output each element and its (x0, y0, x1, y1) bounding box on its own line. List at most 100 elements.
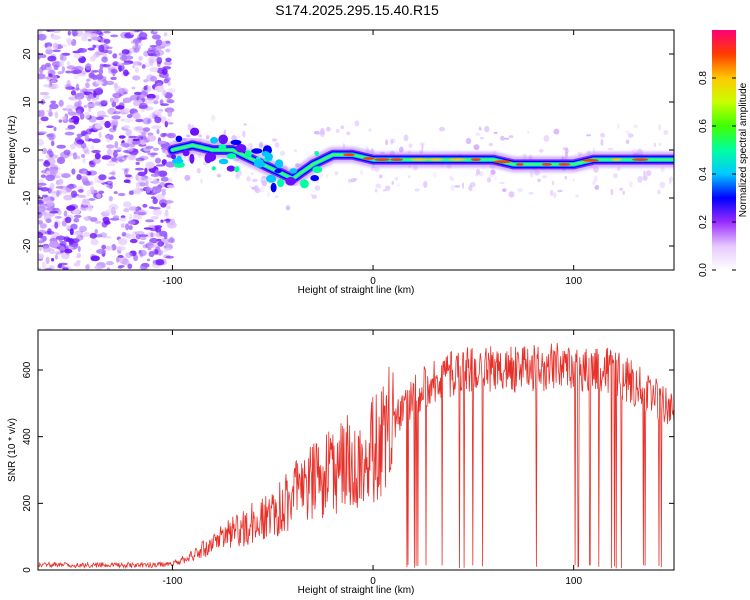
spectrogram-noise-blob (557, 189, 563, 193)
spectrogram-noise-blob (166, 205, 171, 210)
spectrogram-noise-blob (274, 142, 280, 148)
spectrogram-noise-blob (145, 145, 154, 149)
spectrogram-noise-blob (541, 175, 548, 179)
spectrogram-speckle (38, 30, 674, 270)
spectrogram-noise-blob (478, 171, 484, 177)
spectrogram-noise-blob (143, 79, 149, 83)
spectrogram-noise-blob (56, 209, 62, 215)
spectrogram-noise-blob (140, 236, 147, 241)
spectrogram-noise-blob (92, 70, 99, 73)
spectrogram-noise-blob (76, 133, 83, 138)
ridge-turbulent-blob (275, 159, 284, 169)
spectrogram-noise-blob (121, 231, 127, 237)
spectrogram-noise-blob (151, 125, 162, 130)
spectrogram-noise-blob (155, 157, 161, 164)
spectrogram-noise-blob (40, 174, 47, 178)
spectrogram-noise-blob (109, 97, 114, 103)
spectrogram-noise-blob (79, 225, 87, 233)
spectrogram-noise-blob (95, 80, 104, 85)
spectrogram-noise-blob (627, 133, 634, 138)
spectrogram-noise-blob (87, 38, 92, 42)
spectrogram-noise-blob (658, 142, 662, 146)
spectrogram-noise-blob (508, 135, 514, 138)
ridge-turbulent-blob (274, 168, 282, 174)
spectrogram-noise-blob (105, 246, 113, 251)
spectrogram-noise-blob (488, 142, 493, 147)
spectrogram-noise-blob (132, 138, 140, 142)
spectrogram-noise-blob (113, 82, 118, 89)
spectrogram-noise-blob (475, 173, 478, 177)
spectrogram-noise-blob (450, 185, 456, 191)
spectrogram-noise-blob (407, 175, 411, 178)
ridge-hot-core (582, 159, 599, 162)
snr-frame (37, 329, 675, 571)
spectrogram-noise-blob (132, 61, 142, 66)
ridge-turbulent-blob (190, 127, 200, 136)
spectrogram-noise-blob (145, 161, 155, 169)
spectrogram-noise-blob (101, 79, 108, 87)
spectrogram-y-tick-label: 10 (22, 96, 33, 108)
spectrogram-noise-blob (73, 118, 79, 125)
spectrogram-y-tick-label: -20 (22, 238, 33, 253)
spectrogram-noise-blob (154, 85, 165, 93)
spectrogram-noise-blob (40, 116, 49, 122)
spectrogram-noise-blob (38, 33, 47, 41)
ridge-hot-core (448, 158, 466, 162)
spectrogram-noise-blob (137, 182, 147, 187)
spectrogram-noise-blob (51, 74, 58, 81)
spectrogram-noise-blob (50, 140, 55, 147)
spectrogram-x-axis-label: Height of straight line (km) (298, 285, 415, 296)
spectrogram-noise-blob (120, 222, 127, 229)
spectrogram-noise-blob (150, 75, 158, 82)
spectrogram-noise-blob (48, 136, 55, 141)
spectrogram-noise-blob (74, 65, 84, 72)
spectrogram-noise-blob (43, 161, 51, 167)
spectrogram-noise-blob (60, 250, 65, 254)
spectrogram-noise-blob (243, 123, 247, 126)
spectrogram-noise-blob (78, 188, 84, 193)
spectrogram-noise-blob (165, 40, 171, 44)
spectrogram-noise-blob (132, 65, 136, 69)
spectrogram-noise-blob (129, 143, 136, 148)
spectrogram-noise-blob (66, 61, 71, 67)
spectrogram-noise-blob (85, 78, 91, 82)
spectrogram-noise-blob (53, 64, 59, 71)
spectrogram-noise-blob (165, 57, 172, 62)
spectrogram-noise-blob (166, 132, 176, 139)
spectrogram-noise-blob (54, 111, 59, 119)
spectrogram-noise-blob (246, 176, 251, 182)
spectrogram-noise-blob (69, 228, 74, 236)
spectrogram-noise-blob (123, 179, 131, 183)
spectrogram-noise-blob (586, 134, 592, 137)
spectrogram-noise-blob (553, 128, 560, 135)
spectrogram-noise-blob (105, 46, 113, 50)
spectrogram-noise-blob (50, 100, 57, 104)
spectrogram-noise-blob (163, 61, 172, 66)
spectrogram-noise-blob (67, 108, 73, 114)
spectrogram-noise-blob (385, 185, 391, 191)
colorbar-ticks: 0.0 0.2 0.4 0.6 0.8 (698, 71, 736, 277)
spectrogram-noise-blob (99, 63, 104, 70)
snr-x-tick-label: 0 (370, 576, 376, 587)
spectrogram-noise-blob (165, 48, 171, 53)
spectrogram-noise-blob (118, 52, 123, 56)
spectrogram-noise-blob (238, 170, 242, 176)
spectrogram-noise-blob (39, 109, 45, 117)
ridge-hot-core (558, 163, 571, 166)
spectrogram-y-tick-label: 20 (22, 48, 33, 60)
spectrogram-noise-blob (77, 48, 87, 53)
spectrogram-noise-blob (499, 181, 505, 185)
spectrogram-noise-blob (480, 137, 484, 140)
spectrogram-noise-blob (660, 166, 665, 172)
spectrogram-noise-blob (247, 143, 254, 149)
spectrogram-noise-blob (73, 217, 80, 223)
spectrogram-noise-blob (159, 99, 164, 106)
spectrogram-noise-blob (84, 111, 90, 119)
spectrogram-noise-blob (92, 97, 97, 105)
spectrogram-noise-blob (385, 139, 389, 146)
spectrogram-noise-blob (508, 191, 515, 198)
spectrogram-noise-blob (85, 171, 92, 176)
spectrogram-noise-blob (38, 138, 45, 146)
spectrogram-noise-blob (629, 181, 633, 188)
spectrogram-noise-blob (63, 149, 71, 156)
